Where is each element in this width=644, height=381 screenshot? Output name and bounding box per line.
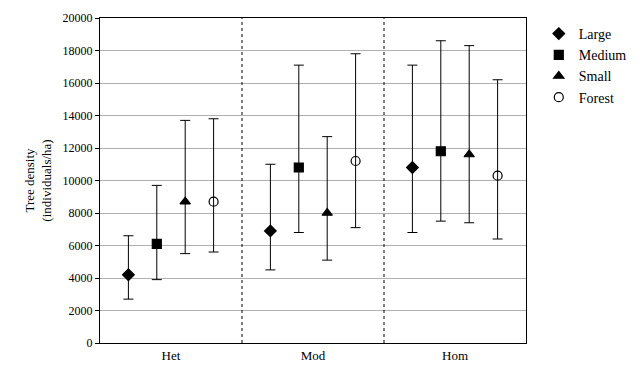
svg-text:4000: 4000 [69,271,93,285]
svg-text:12000: 12000 [63,141,93,155]
svg-text:Large: Large [579,27,611,42]
svg-text:Tree density(individuals/ha): Tree density(individuals/ha) [22,139,54,221]
svg-text:16000: 16000 [63,76,93,90]
svg-text:18000: 18000 [63,44,93,58]
svg-text:6000: 6000 [69,239,93,253]
svg-text:Hom: Hom [442,348,468,363]
svg-text:Medium: Medium [579,48,627,63]
svg-text:14000: 14000 [63,109,93,123]
svg-text:Small: Small [579,69,612,84]
svg-text:10000: 10000 [63,174,93,188]
svg-text:Forest: Forest [579,91,614,106]
svg-text:Het: Het [162,348,181,363]
svg-text:Mod: Mod [301,348,326,363]
svg-text:0: 0 [87,336,93,350]
svg-text:8000: 8000 [69,206,93,220]
svg-text:20000: 20000 [63,11,93,25]
svg-text:2000: 2000 [69,304,93,318]
